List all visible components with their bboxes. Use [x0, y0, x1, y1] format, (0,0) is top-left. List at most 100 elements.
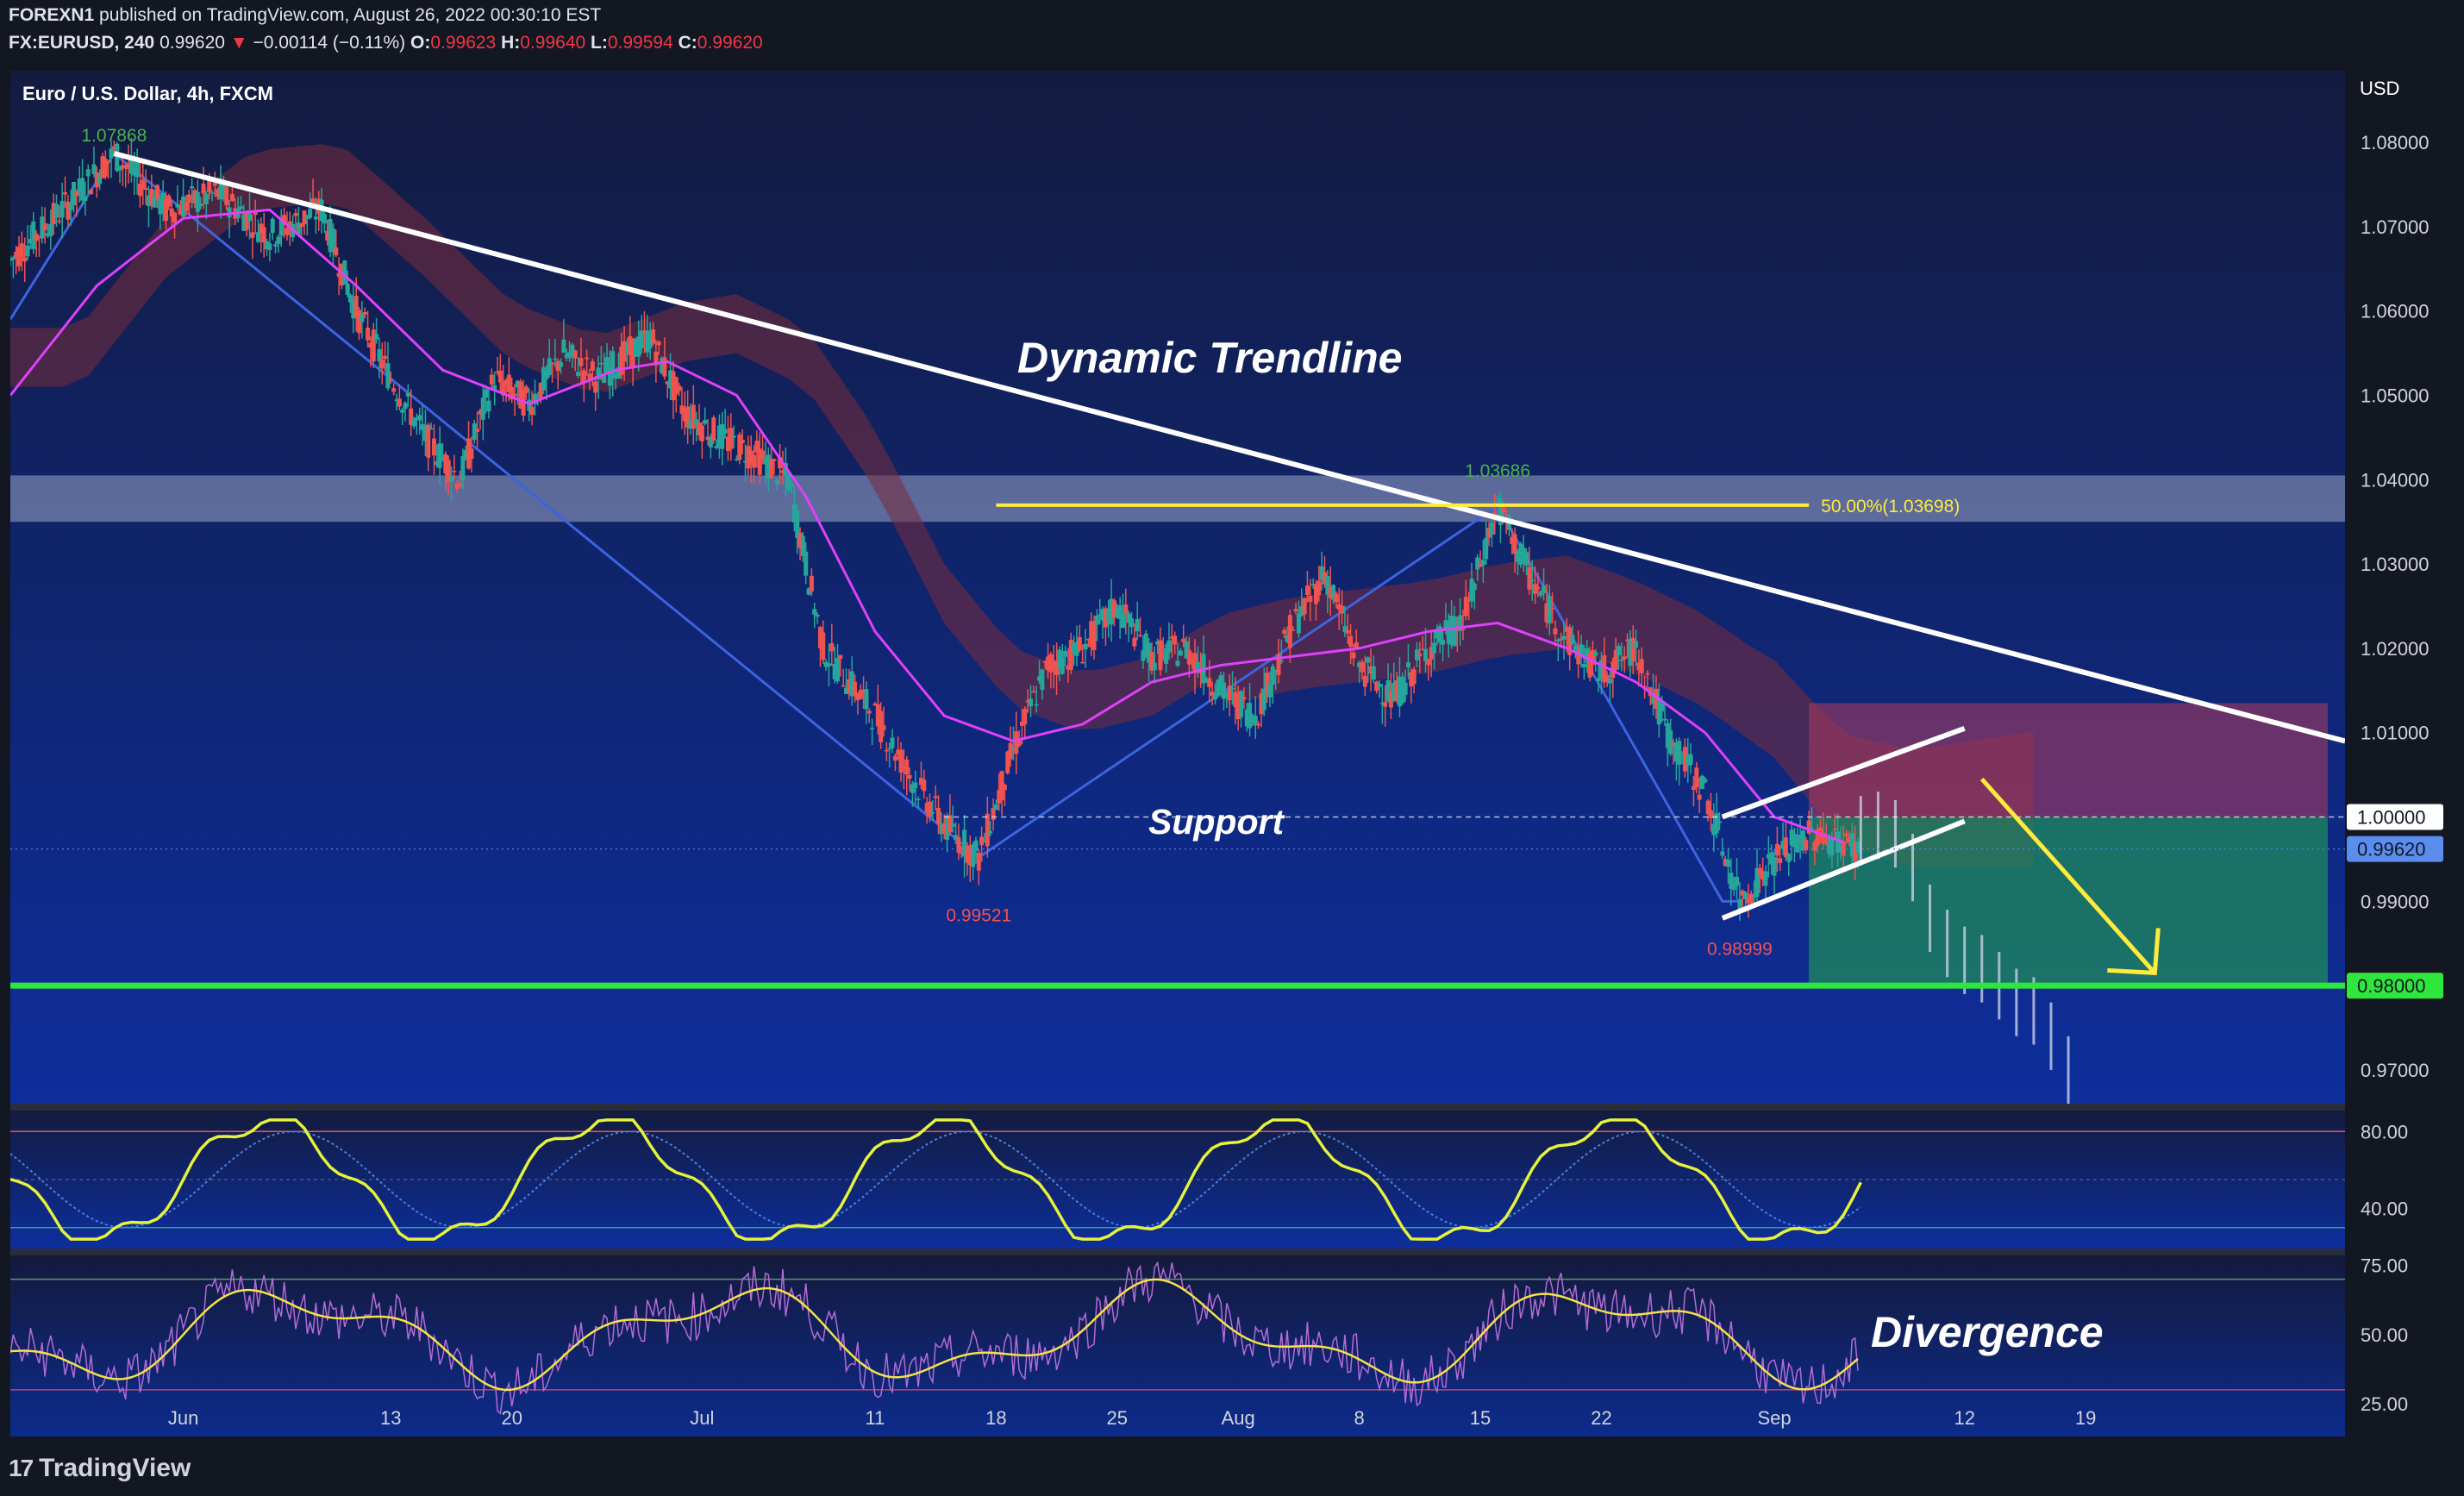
candle-body: [1662, 718, 1667, 721]
candle-body: [1190, 659, 1195, 660]
candle-body: [1420, 648, 1425, 651]
osc2-tick-1: 50.00: [2361, 1324, 2408, 1346]
candle-body: [913, 782, 918, 789]
candle-body: [1495, 502, 1500, 504]
candle-body: [510, 386, 515, 400]
candle-body: [1123, 604, 1129, 614]
candle-body: [561, 339, 566, 354]
candle-body: [1411, 669, 1416, 685]
candle-body: [1279, 660, 1284, 662]
candle-body: [1752, 896, 1757, 898]
candle-body: [760, 450, 766, 460]
oscillator-pane-1[interactable]: [10, 1118, 2345, 1241]
candle-body: [918, 778, 923, 786]
candle-body: [1792, 834, 1797, 848]
candle-body: [864, 689, 869, 710]
candle-body: [244, 212, 249, 230]
candle-body: [336, 272, 341, 278]
candle-body: [962, 829, 967, 857]
candle-body: [1374, 681, 1379, 692]
candle-body: [688, 420, 693, 429]
candle-body: [1538, 591, 1543, 596]
time-tick-0: Jun: [168, 1407, 198, 1429]
candle-body: [1619, 659, 1624, 661]
candle-body: [881, 725, 886, 730]
candle-body: [146, 195, 151, 207]
candle-body: [1561, 635, 1567, 640]
candle-body: [351, 300, 356, 319]
candle-body: [1336, 604, 1341, 610]
candle-body: [956, 836, 961, 853]
candle-body: [1256, 723, 1261, 726]
main-price-pane[interactable]: 50.00%(1.03698) 1.07868 1.03686 0.99521 0.98…: [9, 126, 2346, 1104]
candle-body: [134, 161, 140, 178]
candle-body: [379, 359, 385, 369]
candle-body: [1362, 675, 1367, 687]
candle-body: [1181, 638, 1186, 642]
close-value: 0.99620: [697, 33, 763, 53]
candle-body: [59, 200, 65, 218]
time-axis[interactable]: Jun 13 20 Jul 11 18 25 Aug 8 15 22 Sep 12 19: [0, 1407, 2464, 1445]
candle-body: [1855, 842, 1861, 854]
candle-body: [1593, 652, 1598, 656]
candle-body: [435, 460, 440, 466]
candle-body: [63, 192, 68, 195]
candle-body: [1074, 642, 1079, 656]
candle-body: [72, 181, 77, 205]
oscillator-pane-2[interactable]: [10, 1261, 2345, 1415]
candle-body: [212, 183, 217, 186]
candle-body: [313, 216, 318, 220]
candle-body: [1394, 679, 1399, 701]
candle-body: [285, 228, 290, 235]
candle-body: [596, 367, 601, 379]
candle-body: [804, 551, 809, 576]
candle-body: [1042, 660, 1048, 663]
tradingview-logo[interactable]: 17 TradingView: [9, 1454, 191, 1483]
candle-body: [1559, 638, 1564, 641]
candle-body: [1812, 842, 1817, 851]
candle-body: [1287, 615, 1292, 648]
candle-body: [973, 840, 979, 851]
candle-body: [853, 681, 858, 697]
low-label: L:: [591, 33, 608, 53]
candle-body: [357, 310, 362, 334]
price-axis[interactable]: 1.08000 1.07000 1.06000 1.05000 1.04000 1.030…: [2347, 132, 2443, 1415]
support-label: Support: [1148, 802, 1285, 842]
candle-body: [282, 215, 287, 222]
candle-body: [495, 371, 500, 373]
candle-body: [1072, 642, 1077, 654]
down-arrow-head: [2107, 928, 2161, 976]
candle-body: [497, 370, 503, 383]
candle-body: [190, 186, 195, 189]
candle-body: [1821, 832, 1826, 844]
candle-body: [106, 160, 111, 163]
candle-body: [1391, 682, 1397, 702]
candle-body: [1210, 692, 1215, 696]
time-tick-2: 20: [501, 1407, 522, 1429]
last-price: 0.99620: [159, 33, 225, 53]
candle-body: [1342, 625, 1348, 632]
candle-body: [472, 423, 477, 441]
osc2-main-line: [10, 1261, 1859, 1415]
price-tick-7: 1.01000: [2361, 723, 2430, 744]
candle-body: [1847, 836, 1852, 843]
candle-body: [679, 405, 685, 415]
pivot-label-2: 0.99521: [946, 905, 1011, 925]
candle-body: [879, 710, 884, 743]
candle-body: [711, 417, 716, 441]
candle-body: [66, 201, 71, 220]
candle-body: [1795, 835, 1800, 853]
time-tick-3: Jul: [690, 1407, 714, 1429]
candle-body: [1057, 649, 1062, 669]
price-tick-5: 1.03000: [2361, 554, 2430, 575]
candle-body: [783, 462, 788, 476]
symbol[interactable]: FX:EURUSD, 240: [9, 33, 155, 53]
candle-body: [1019, 722, 1024, 726]
candle-body: [1711, 823, 1717, 836]
candle-body: [671, 371, 676, 401]
candle-body: [1550, 608, 1555, 610]
candle-body: [48, 223, 53, 237]
author[interactable]: FOREXN1: [9, 5, 95, 25]
candle-body: [826, 663, 831, 667]
